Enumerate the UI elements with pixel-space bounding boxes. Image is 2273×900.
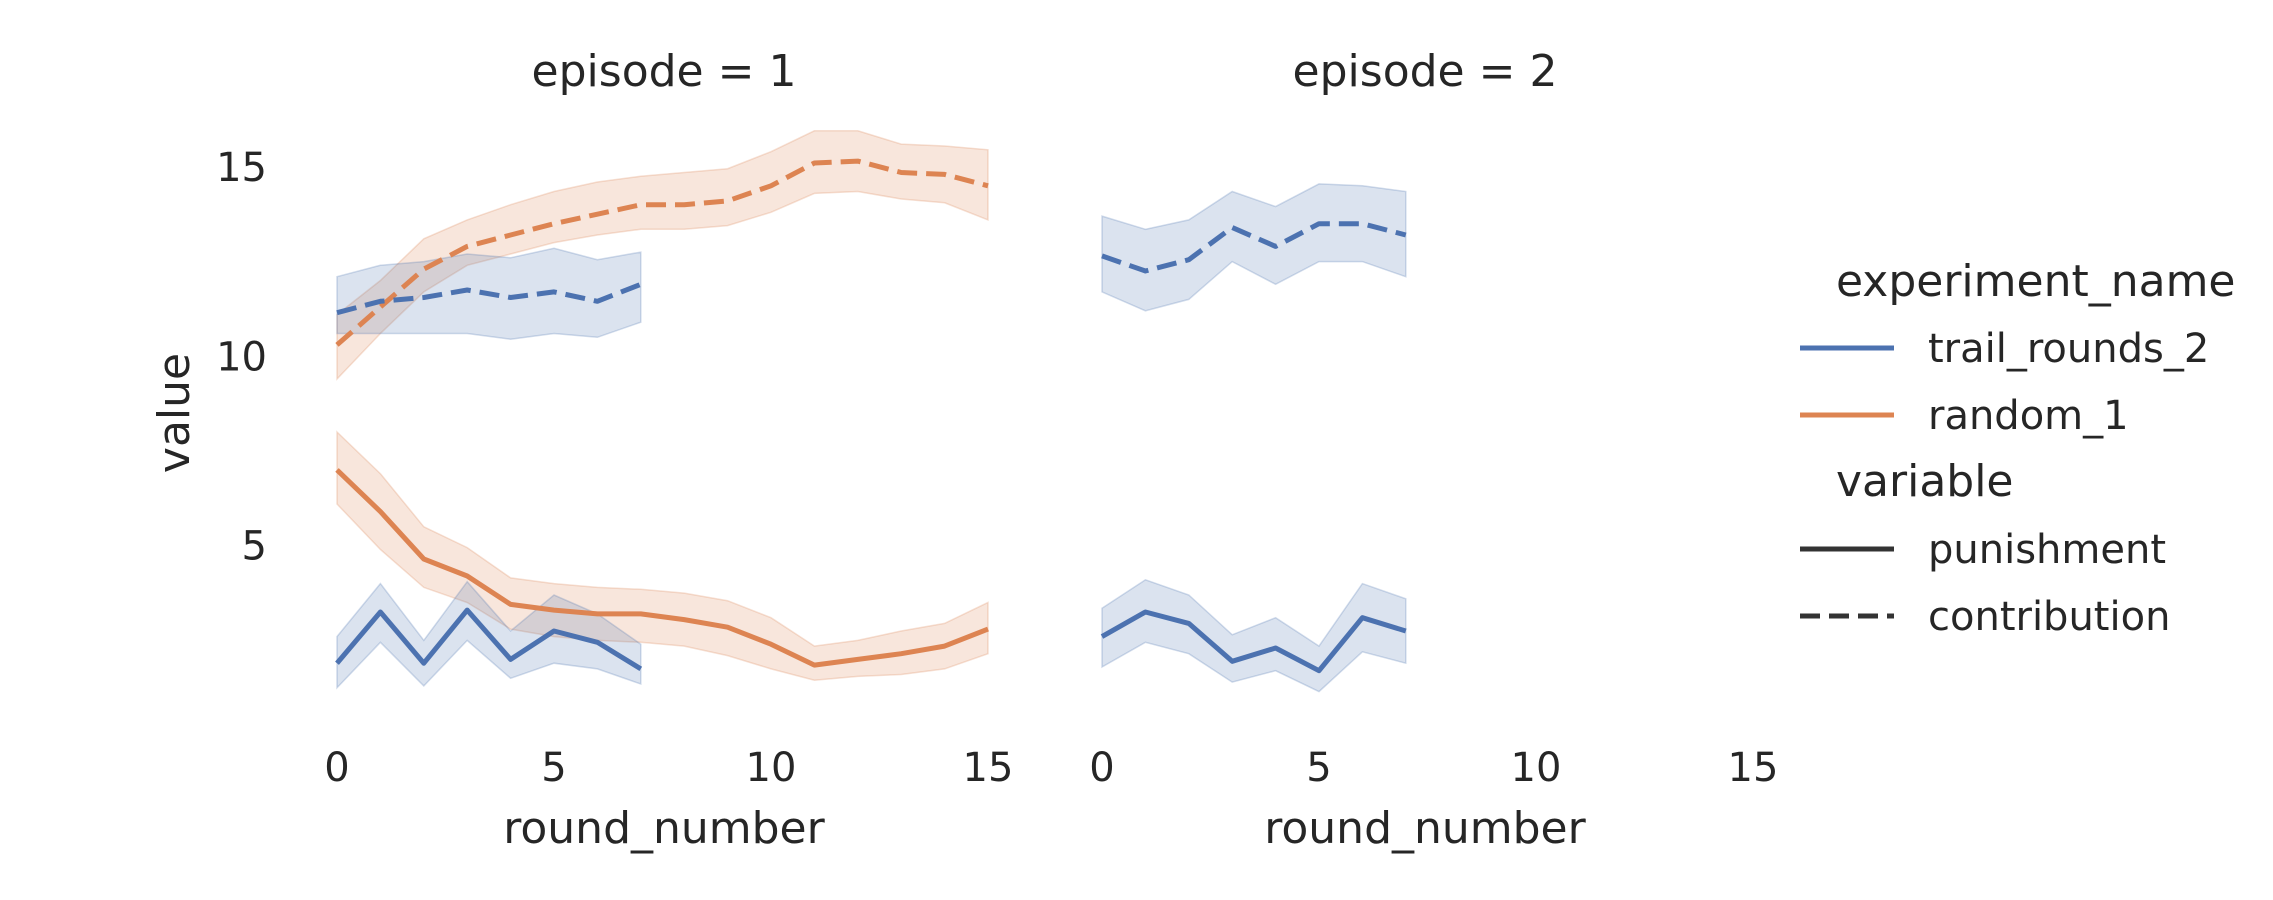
series-line-trail-rounds-2-punishment (1100, 609, 1407, 674)
legend-label-punishment: punishment (1928, 527, 2166, 573)
x-tick-label: 0 (1089, 745, 1114, 791)
x-axis-label: round_number (1264, 803, 1586, 854)
y-tick-label: 15 (216, 145, 267, 191)
x-tick-label: 15 (963, 745, 1014, 791)
panel-episode-2: episode = 2 0 5 10 15 round_number (1089, 46, 1778, 854)
x-tick-label: 10 (746, 745, 797, 791)
legend-label-contribution: contribution (1928, 594, 2170, 640)
tick-labels: 0 5 10 15 (1089, 745, 1778, 791)
x-tick-label: 5 (1306, 745, 1331, 791)
panel-episode-1: episode = 1 0 5 10 15 5 10 15 round_number val… (149, 46, 1013, 854)
x-tick-label: 15 (1728, 745, 1779, 791)
ci-band-random-1-punishment (336, 430, 989, 681)
x-tick-label: 10 (1511, 745, 1562, 791)
x-axis-label: round_number (503, 803, 825, 854)
ci-band-random-1-contribution (336, 130, 989, 381)
y-tick-label: 10 (216, 334, 267, 380)
legend-label-random-1: random_1 (1928, 393, 2129, 439)
legend-hue-title: experiment_name (1836, 256, 2236, 307)
ci-band-trail-rounds-2-contribution (1101, 183, 1407, 312)
tick-labels: 0 5 10 15 5 10 15 (216, 145, 1013, 791)
legend-style-title: variable (1836, 456, 2014, 507)
y-axis-label: value (149, 353, 200, 473)
panel-title: episode = 1 (532, 46, 797, 97)
legend-label-trail-rounds-2: trail_rounds_2 (1928, 326, 2209, 372)
series-line-trail-rounds-2-punishment (335, 607, 643, 672)
series-line-random-1-punishment (335, 468, 989, 668)
legend: experiment_name trail_rounds_2 random_1 … (1800, 256, 2236, 640)
plot-area (335, 130, 989, 690)
series-line-trail-rounds-2-contribution (1101, 221, 1407, 274)
series-line-random-1-contribution (335, 158, 989, 347)
plot-area (1100, 183, 1407, 693)
series-line-trail-rounds-2-contribution (336, 281, 642, 316)
panel-title: episode = 2 (1293, 46, 1558, 97)
y-tick-label: 5 (242, 524, 267, 570)
x-tick-label: 5 (541, 745, 566, 791)
ci-band-trail-rounds-2-punishment (1101, 578, 1407, 693)
x-tick-label: 0 (324, 745, 349, 791)
